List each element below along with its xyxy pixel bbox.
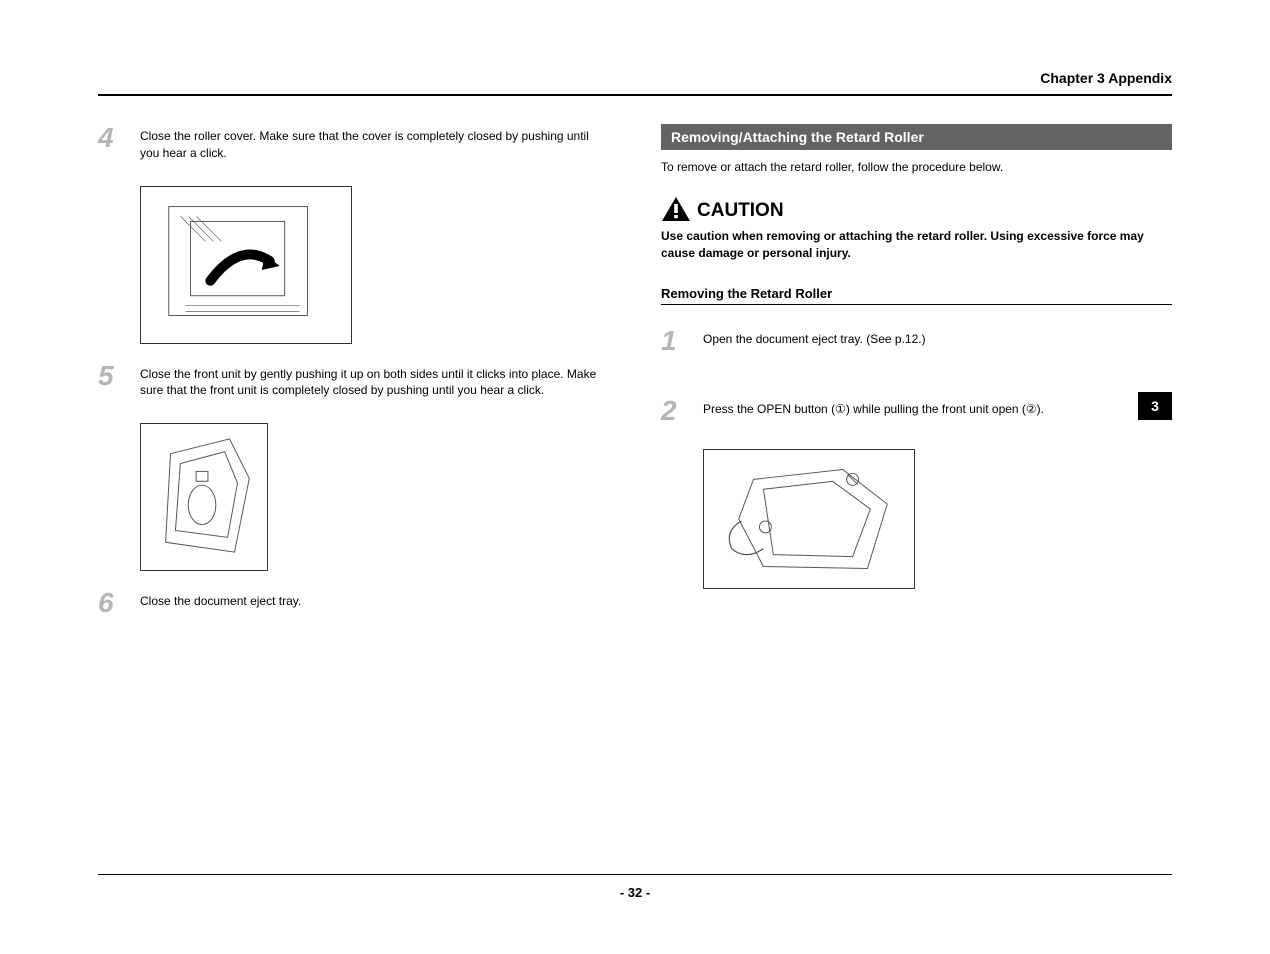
- figure-roller-cover: [140, 186, 352, 344]
- caution-body: Use caution when removing or attaching t…: [661, 228, 1172, 262]
- page-number: - 32 -: [620, 885, 650, 900]
- document-page: Chapter 3 Appendix 4 Close the roller co…: [0, 0, 1270, 954]
- step-text: Close the front unit by gently pushing i…: [140, 362, 609, 400]
- step-1: 1 Open the document eject tray. (See p.1…: [661, 327, 1172, 355]
- page-footer: - 32 -: [98, 874, 1172, 900]
- figure-open-front-unit: [703, 449, 915, 589]
- chapter-tab: 3: [1138, 392, 1172, 420]
- step-number: 1: [661, 327, 685, 355]
- roller-cover-illustration: [141, 186, 351, 344]
- step-number: 6: [98, 589, 122, 617]
- step-number: 4: [98, 124, 122, 152]
- step-number: 5: [98, 362, 122, 390]
- step-text: Close the roller cover. Make sure that t…: [140, 124, 609, 162]
- sub-heading: Removing the Retard Roller: [661, 286, 1172, 305]
- open-unit-illustration: [704, 449, 914, 589]
- step-text: Open the document eject tray. (See p.12.…: [703, 327, 1172, 348]
- section-intro: To remove or attach the retard roller, f…: [661, 160, 1172, 174]
- right-column: Removing/Attaching the Retard Roller To …: [661, 124, 1172, 641]
- front-unit-illustration: [141, 423, 267, 571]
- caution-label: CAUTION: [697, 200, 784, 222]
- chapter-header: Chapter 3 Appendix: [98, 70, 1172, 96]
- figure-front-unit-close: [140, 423, 268, 571]
- step-number: 2: [661, 397, 685, 425]
- step-4: 4 Close the roller cover. Make sure that…: [98, 124, 609, 162]
- step-6: 6 Close the document eject tray.: [98, 589, 609, 617]
- step-2: 2 Press the OPEN button (①) while pullin…: [661, 397, 1172, 425]
- section-heading-bar: Removing/Attaching the Retard Roller: [661, 124, 1172, 150]
- step-text: Close the document eject tray.: [140, 589, 609, 610]
- step-5: 5 Close the front unit by gently pushing…: [98, 362, 609, 400]
- step-text: Press the OPEN button (①) while pulling …: [703, 397, 1172, 418]
- warning-icon: [661, 196, 691, 222]
- left-column: 4 Close the roller cover. Make sure that…: [98, 124, 609, 641]
- caution-heading: CAUTION: [661, 196, 1172, 222]
- two-column-layout: 4 Close the roller cover. Make sure that…: [98, 124, 1172, 641]
